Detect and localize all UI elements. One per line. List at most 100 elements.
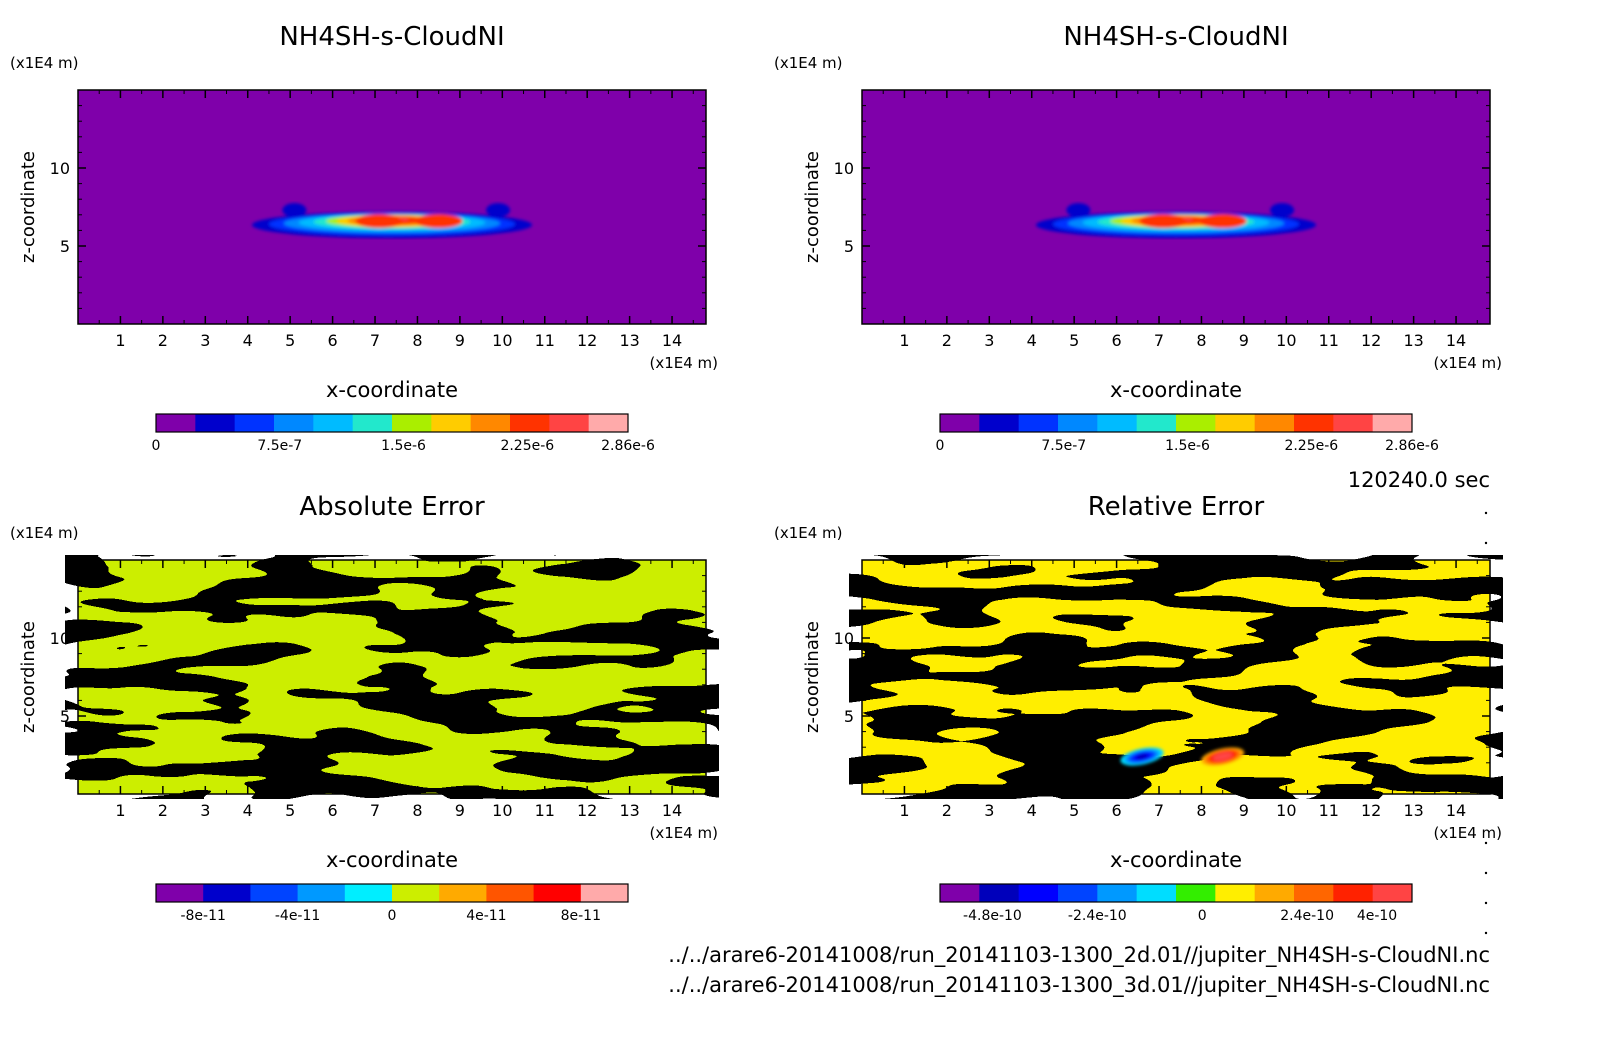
positive-spot-4 [1212, 752, 1233, 761]
plot-frame [77, 89, 707, 325]
x-axis: 1 2 3 4 5 6 7 8 9 10 11 12 13 14 [882, 90, 1478, 350]
x-tick-label: 9 [1239, 801, 1249, 820]
y-tick-label: 5 [60, 707, 70, 726]
negative-spot-5 [1136, 753, 1148, 760]
colorbar-label: -8e-11 [180, 908, 225, 924]
colorbar-frame [939, 413, 1413, 433]
colorbar: -8e-11 -4e-11 0 4e-11 8e-11 [155, 883, 629, 924]
colorbar-swatch [940, 884, 980, 902]
x-tick-label: 12 [577, 801, 597, 820]
x-tick-label: 9 [455, 331, 465, 350]
y-tick-label: 5 [844, 707, 854, 726]
field-background [862, 90, 1490, 324]
colorbar-label: 2.25e-6 [1284, 438, 1338, 454]
x-tick-label: 11 [535, 801, 555, 820]
x-tick-label: 3 [200, 801, 210, 820]
y-axis-label: z-coordinate [18, 151, 39, 263]
plot-area [862, 560, 1490, 794]
x-tick-label: 9 [455, 801, 465, 820]
error-spots [1120, 747, 1245, 766]
x-tick-label: 5 [285, 331, 295, 350]
colorbar-frame [155, 413, 629, 433]
x-unit-label: (x1E4 m) [1433, 354, 1502, 372]
cloud-core-1 [355, 214, 404, 229]
cloud-bump-2 [1270, 203, 1295, 218]
y-axis: 5 10 [50, 575, 706, 779]
panel-title: Absolute Error [299, 492, 485, 522]
file-path-3d: ../../arare6-20141008/run_20141103-1300_… [668, 973, 1490, 998]
colorbar-swatch [1058, 414, 1098, 432]
x-unit-label: (x1E4 m) [1433, 824, 1502, 842]
x-tick-label: 13 [1403, 801, 1423, 820]
colorbar-label: 2.86e-6 [601, 438, 655, 454]
y-unit-label: (x1E4 m) [774, 524, 843, 542]
cloud-bump-2 [486, 203, 511, 218]
colorbar-swatch [431, 414, 472, 432]
y-unit-label: (x1E4 m) [10, 54, 79, 72]
x-tick-label: 2 [942, 331, 952, 350]
x-tick-label: 13 [1403, 331, 1423, 350]
colorbar-swatch [1136, 884, 1177, 902]
x-tick-label: 11 [1319, 801, 1339, 820]
x-tick-label: 11 [535, 331, 555, 350]
x-axis: 1 2 3 4 5 6 7 8 9 10 11 12 13 14 [98, 90, 694, 350]
x-tick-label: 7 [370, 331, 380, 350]
y-tick-label: 10 [50, 159, 70, 178]
colorbar-label: 0 [1198, 908, 1207, 924]
colorbar-swatch [1372, 884, 1413, 902]
colorbar-swatch [1372, 414, 1413, 432]
colorbar-swatch [297, 884, 346, 902]
x-axis-label: x-coordinate [326, 378, 458, 402]
x-tick-label: 9 [1239, 331, 1249, 350]
x-tick-label: 5 [285, 801, 295, 820]
x-tick-label: 4 [243, 801, 253, 820]
colorbar-swatch [274, 414, 314, 432]
panel-cloud-2d: NH4SH-s-CloudNI (x1E4 m) 1 2 3 4 5 6 7 8 9 10 11 12… [10, 22, 718, 454]
y-tick-label: 10 [834, 159, 854, 178]
colorbar-label: 0 [936, 438, 945, 454]
colorbar-swatch [1333, 414, 1374, 432]
y-axis: 5 10 [834, 105, 1490, 309]
y-axis-label: z-coordinate [18, 621, 39, 733]
colorbar-swatch [486, 884, 535, 902]
colorbar-swatch [1215, 884, 1256, 902]
colorbar-label: -4.8e-10 [963, 908, 1022, 924]
x-tick-label: 3 [200, 331, 210, 350]
x-tick-label: 12 [1361, 331, 1381, 350]
x-tick-label: 4 [243, 331, 253, 350]
colorbar-swatch [1136, 414, 1177, 432]
colorbar-swatch [439, 884, 487, 902]
x-tick-label: 10 [1276, 331, 1296, 350]
colorbar-frame [939, 883, 1413, 903]
x-tick-label: 10 [1276, 801, 1296, 820]
colorbar-swatch [940, 414, 980, 432]
x-tick-label: 7 [370, 801, 380, 820]
x-axis-label: x-coordinate [1110, 378, 1242, 402]
colorbar-swatch [1176, 414, 1216, 432]
x-tick-label: 8 [412, 331, 422, 350]
x-tick-label: 7 [1154, 801, 1164, 820]
colorbar-label: 0 [152, 438, 161, 454]
x-tick-label: 2 [942, 801, 952, 820]
plot-frame [77, 559, 707, 795]
colorbar-label: 1.5e-6 [381, 438, 426, 454]
y-tick-label: 10 [50, 629, 70, 648]
colorbar-swatch [979, 884, 1020, 902]
y-unit-label: (x1E4 m) [774, 54, 843, 72]
margin-dots [1484, 511, 1488, 935]
cloud-core-2 [1198, 214, 1247, 229]
colorbar: -4.8e-10 -2.4e-10 0 2.4e-10 4e-10 [939, 883, 1413, 924]
x-tick-label: 14 [1446, 801, 1466, 820]
x-tick-label: 1 [899, 801, 909, 820]
y-axis-label: z-coordinate [802, 151, 823, 263]
colorbar-label: 7.5e-7 [1041, 438, 1086, 454]
colorbar-swatch [979, 414, 1020, 432]
cloud-core-1 [1139, 214, 1188, 229]
x-tick-label: 5 [1069, 801, 1079, 820]
panel-title: Relative Error [1088, 492, 1265, 522]
plot-area [78, 560, 706, 794]
colorbar-swatch [156, 414, 196, 432]
colorbar-label: 2.4e-10 [1280, 908, 1334, 924]
x-tick-label: 14 [662, 331, 682, 350]
